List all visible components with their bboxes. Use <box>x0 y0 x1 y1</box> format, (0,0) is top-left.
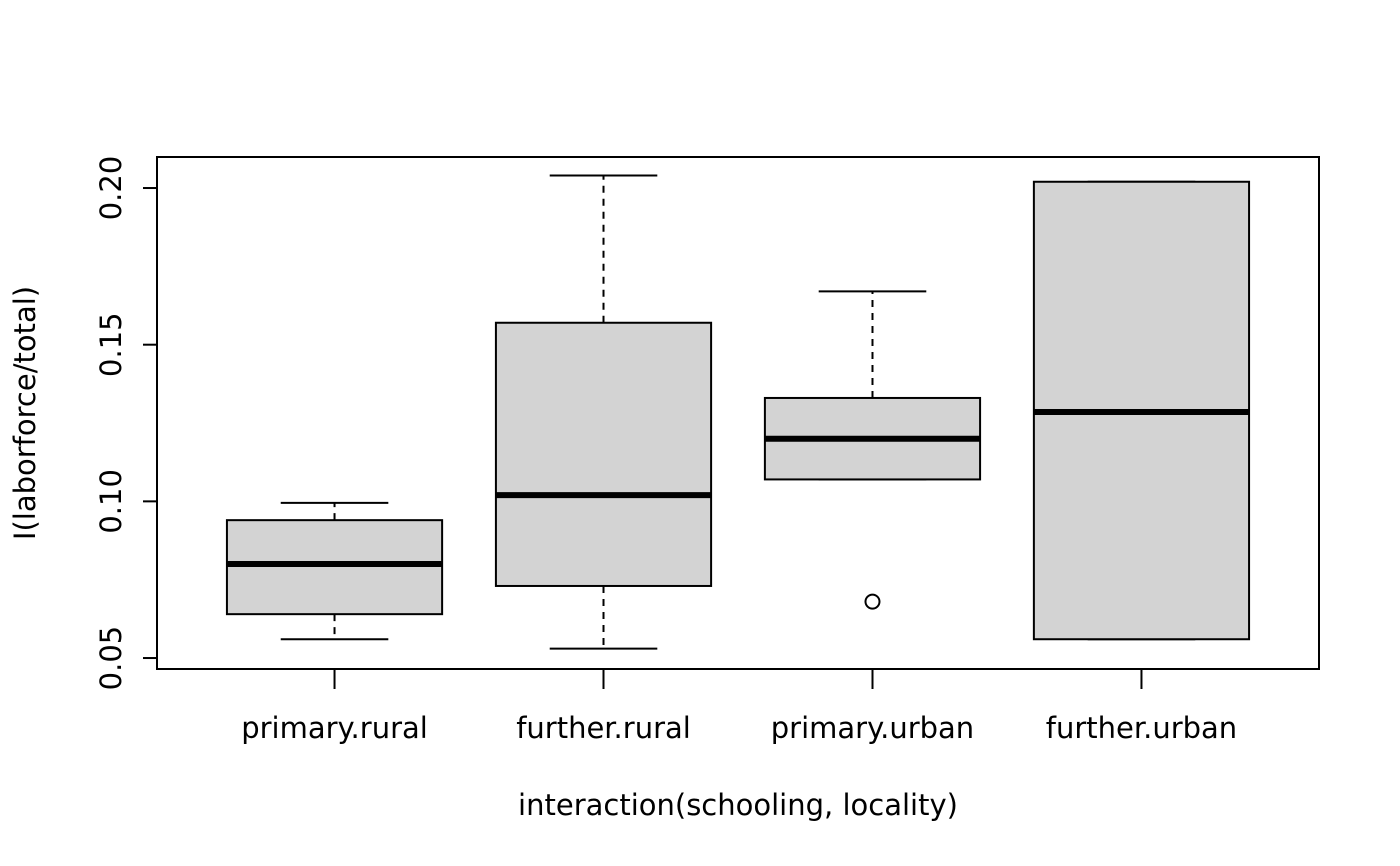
x-tick-label-2: primary.urban <box>771 711 974 745</box>
x-axis-title: interaction(schooling, locality) <box>518 788 958 822</box>
y-axis-title: I(laborforce/total) <box>8 286 42 540</box>
boxes-group <box>225 174 1251 650</box>
y-tick-label-2: 0.15 <box>94 312 128 377</box>
plot-frame <box>156 156 1320 670</box>
x-axis: primary.rural further.rural primary.urban f… <box>241 669 1237 745</box>
box-further-rural <box>494 321 713 587</box>
outlier-primary-urban-0 <box>864 593 881 610</box>
y-axis: 0.05 0.10 0.15 0.20 <box>94 156 157 691</box>
x-tick-label-3: further.urban <box>1046 711 1237 745</box>
y-tick-label-3: 0.20 <box>94 156 128 221</box>
x-tick-label-0: primary.rural <box>241 711 428 745</box>
y-tick-label-1: 0.10 <box>94 469 128 534</box>
x-tick-label-1: further.rural <box>516 711 691 745</box>
y-tick-label-0: 0.05 <box>94 626 128 691</box>
box-primary-rural <box>225 519 444 616</box>
